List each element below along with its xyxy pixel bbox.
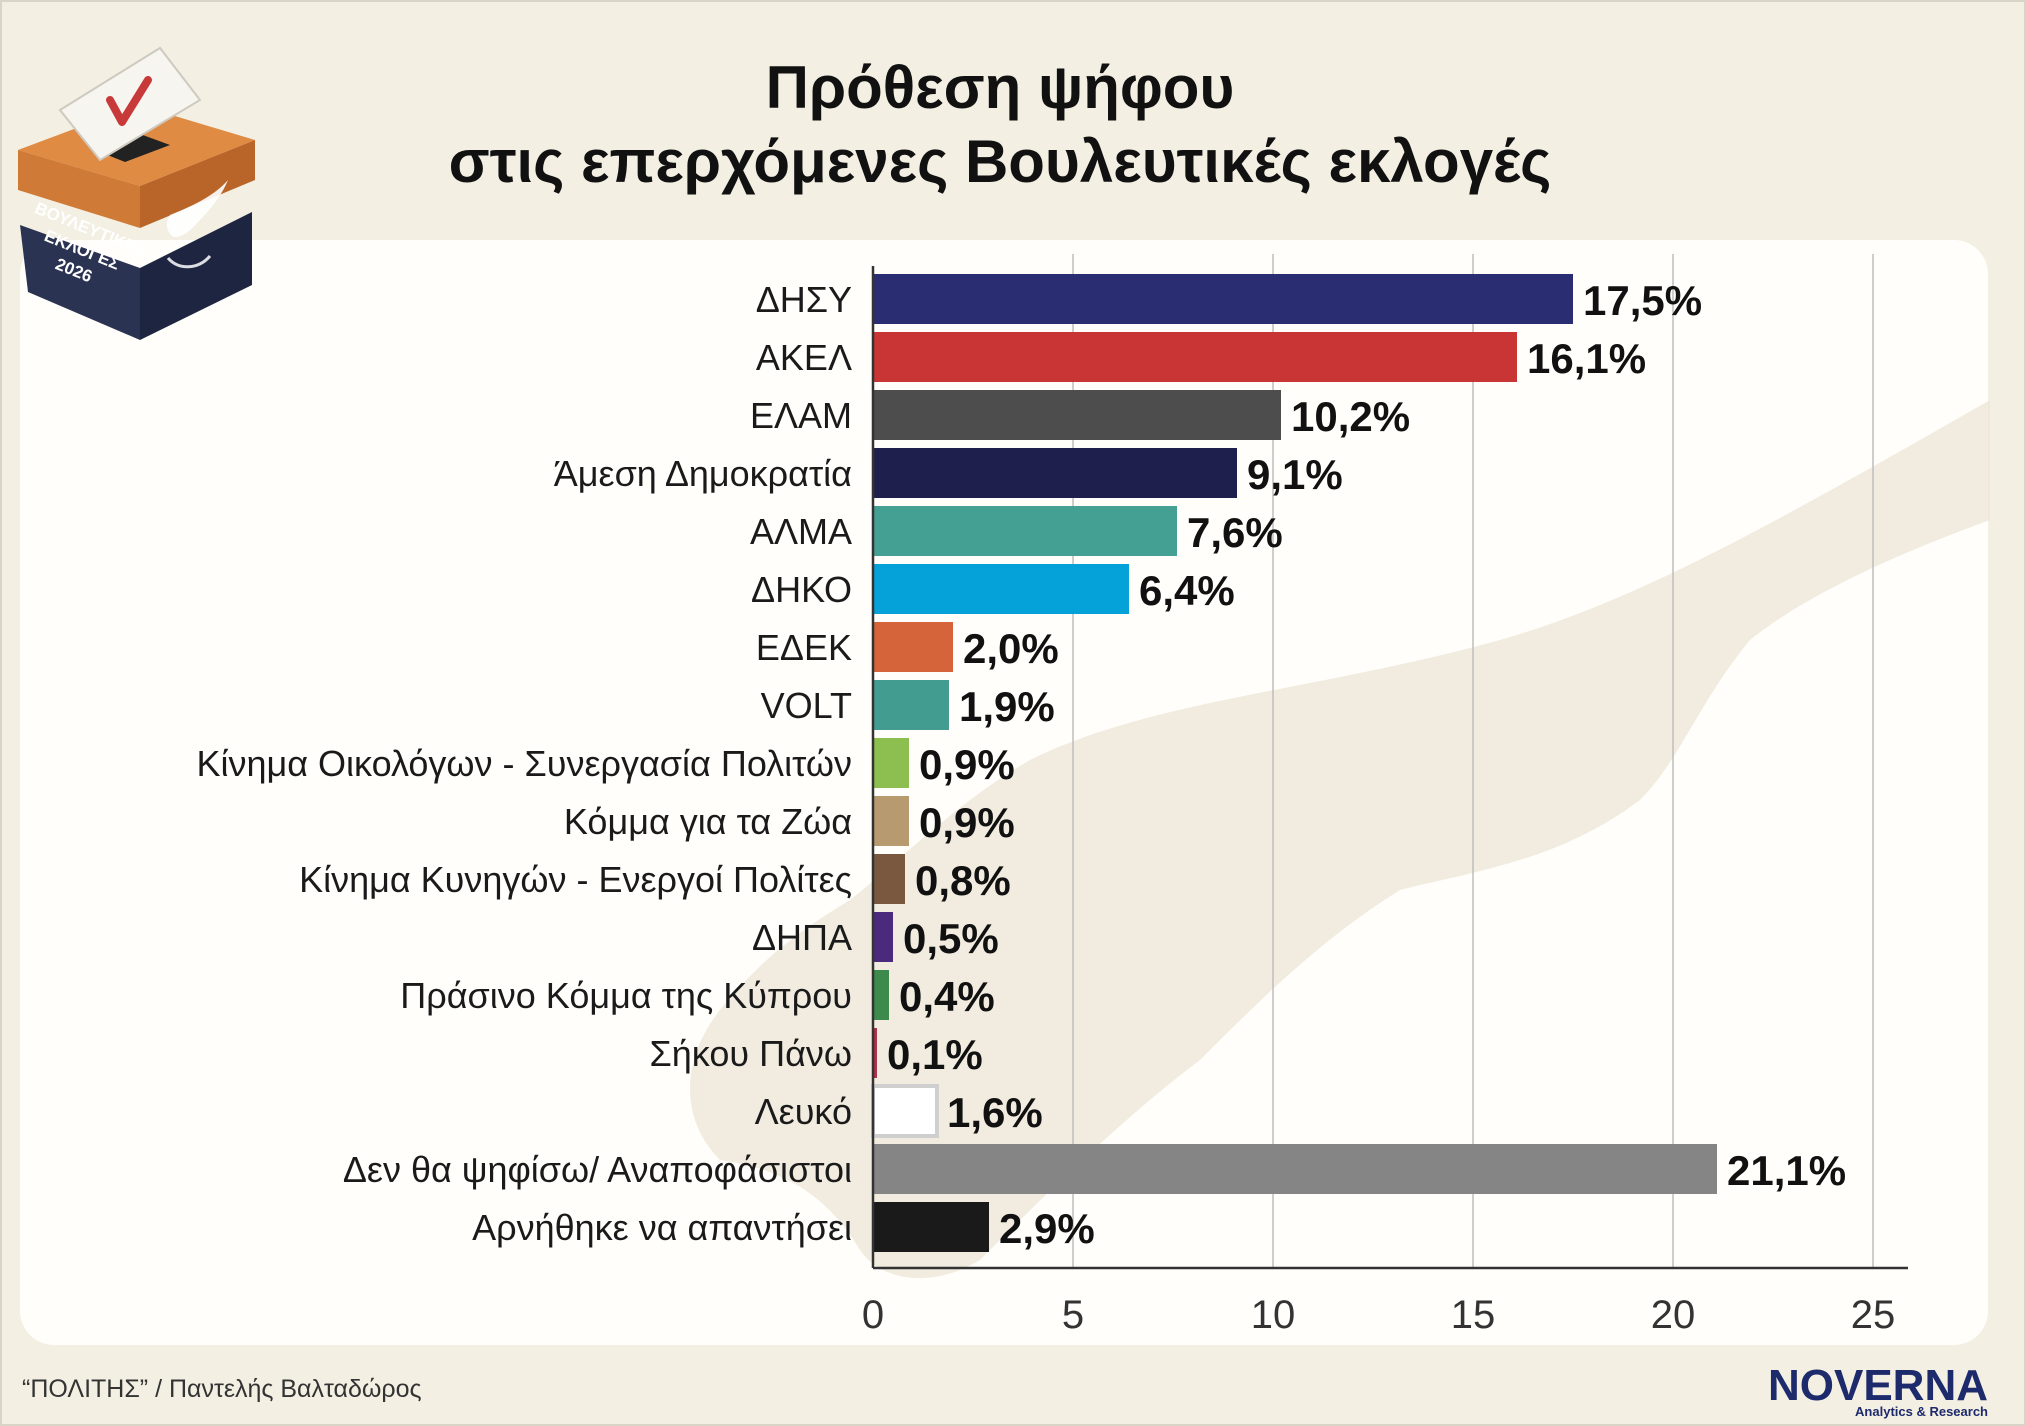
- value-label-15: 21,1%: [1727, 1147, 1846, 1194]
- value-label-2: 10,2%: [1291, 393, 1410, 440]
- category-label-16: Αρνήθηκε να απαντήσει: [472, 1207, 852, 1248]
- value-label-12: 0,4%: [899, 973, 995, 1020]
- bar-11: [873, 912, 893, 962]
- source-credit: “ΠΟΛΙΤΗΣ” / Παντελής Βαλταδώρος: [22, 1375, 422, 1403]
- x-tick-label-0: 0: [862, 1293, 884, 1337]
- bar-16: [873, 1202, 989, 1252]
- value-label-3: 9,1%: [1247, 451, 1343, 498]
- bar-4: [873, 506, 1177, 556]
- bar-9: [873, 796, 909, 846]
- value-label-8: 0,9%: [919, 741, 1015, 788]
- category-label-10: Κίνημα Κυνηγών - Ενεργοί Πολίτες: [299, 859, 852, 900]
- category-label-0: ΔΗΣΥ: [756, 279, 852, 320]
- category-label-12: Πράσινο Κόμμα της Κύπρου: [400, 975, 852, 1016]
- noverna-logo: NOVERNA Analytics & Research: [1768, 1361, 1988, 1419]
- cyprus-map-silhouette: [690, 400, 1990, 1279]
- logo-tagline: Analytics & Research: [1855, 1404, 1988, 1419]
- island-emblem-icon: [166, 180, 228, 238]
- value-label-0: 17,5%: [1583, 277, 1702, 324]
- category-label-1: ΑΚΕΛ: [756, 337, 852, 378]
- category-label-9: Κόμμα για τα Ζώα: [564, 801, 852, 842]
- x-tick-label-15: 15: [1451, 1293, 1496, 1337]
- bar-3: [873, 448, 1237, 498]
- bar-1: [873, 332, 1517, 382]
- value-label-4: 7,6%: [1187, 509, 1283, 556]
- bar-14: [871, 1084, 939, 1138]
- chart-title-line1: Πρόθεση ψήφου: [766, 54, 1235, 121]
- value-label-9: 0,9%: [919, 799, 1015, 846]
- value-label-1: 16,1%: [1527, 335, 1646, 382]
- olive-branch-icon: [166, 254, 212, 269]
- ballot-box-icon: ΒΟΥΛΕΥΤΙΚΕΣ ΕΚΛΟΓΕΣ 2026: [18, 46, 255, 340]
- x-tick-label-20: 20: [1651, 1293, 1696, 1337]
- category-label-8: Κίνημα Οικολόγων - Συνεργασία Πολιτών: [196, 743, 852, 784]
- category-label-11: ΔΗΠΑ: [752, 917, 852, 958]
- category-labels: ΔΗΣΥ ΑΚΕΛ ΕΛΑΜ Άμεση Δημοκρατία ΑΛΜΑ ΔΗΚΟ ΕΔΕΚ…: [196, 279, 852, 1248]
- checkmark-icon: [106, 76, 152, 126]
- value-label-7: 1,9%: [959, 683, 1055, 730]
- value-label-11: 0,5%: [903, 915, 999, 962]
- bar-12: [873, 970, 889, 1020]
- value-labels: 17,5% 16,1% 10,2% 9,1% 7,6% 6,4% 2,0% 1,9% 0,9% 0…: [887, 277, 1846, 1252]
- bar-2: [873, 390, 1281, 440]
- category-label-2: ΕΛΑΜ: [750, 395, 852, 436]
- bar-6: [873, 622, 953, 672]
- category-label-7: VOLT: [761, 685, 852, 726]
- category-label-15: Δεν θα ψηφίσω/ Αναποφάσιστοι: [343, 1149, 852, 1190]
- bar-0: [873, 274, 1573, 324]
- bar-5: [873, 564, 1129, 614]
- value-label-5: 6,4%: [1139, 567, 1235, 614]
- category-label-14: Λευκό: [755, 1091, 852, 1132]
- category-label-4: ΑΛΜΑ: [750, 511, 852, 552]
- x-tick-label-5: 5: [1062, 1293, 1084, 1337]
- value-label-10: 0,8%: [915, 857, 1011, 904]
- category-label-5: ΔΗΚΟ: [751, 569, 852, 610]
- category-label-13: Σήκου Πάνω: [650, 1033, 852, 1074]
- value-label-16: 2,9%: [999, 1205, 1095, 1252]
- bar-8: [873, 738, 909, 788]
- x-tick-label-25: 25: [1851, 1293, 1896, 1337]
- bar-15: [873, 1144, 1717, 1194]
- value-label-6: 2,0%: [963, 625, 1059, 672]
- bars: [871, 274, 1717, 1252]
- value-label-13: 0,1%: [887, 1031, 983, 1078]
- bar-13: [873, 1028, 877, 1078]
- chart-title-line2: στις επερχόμενες Βουλευτικές εκλογές: [449, 128, 1552, 195]
- x-axis: 0 5 10 15 20 25: [862, 266, 1908, 1337]
- logo-name: NOVERNA: [1768, 1361, 1988, 1410]
- category-label-6: ΕΔΕΚ: [756, 627, 852, 668]
- bar-10: [873, 854, 905, 904]
- x-tick-label-10: 10: [1251, 1293, 1296, 1337]
- category-label-3: Άμεση Δημοκρατία: [554, 453, 852, 494]
- bar-7: [873, 680, 949, 730]
- value-label-14: 1,6%: [947, 1089, 1043, 1136]
